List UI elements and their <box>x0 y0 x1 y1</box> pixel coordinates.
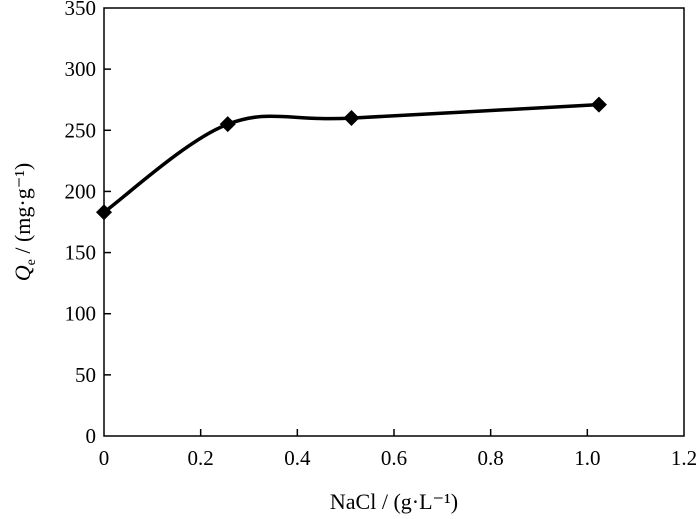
y-tick-label: 50 <box>75 363 96 387</box>
y-tick-label: 0 <box>86 424 97 448</box>
x-tick-label: 1.0 <box>574 446 600 470</box>
y-tick-label: 350 <box>65 0 97 20</box>
x-tick-label: 0.4 <box>284 446 311 470</box>
x-tick-label: 0.6 <box>381 446 407 470</box>
y-tick-label: 250 <box>65 118 97 142</box>
y-tick-label: 300 <box>65 57 97 81</box>
y-tick-label: 200 <box>65 179 97 203</box>
y-axis-subscript: e <box>24 259 39 265</box>
data-point-diamond <box>590 96 607 113</box>
series-layer <box>96 96 607 221</box>
series-line <box>102 102 601 214</box>
y-tick-label: 150 <box>65 241 97 265</box>
y-axis-units: / (mg·g⁻¹) <box>10 163 35 259</box>
y-axis-ticks: 0 50 100 150 200 250 300 350 <box>65 0 111 448</box>
data-point-diamond <box>343 110 360 127</box>
x-tick-label: 1.2 <box>671 446 697 470</box>
y-axis-symbol: Q <box>10 265 35 281</box>
y-axis-title: Qe / (mg·g⁻¹) <box>10 163 39 282</box>
x-tick-label: 0.8 <box>478 446 504 470</box>
data-point-diamond <box>96 204 112 221</box>
x-tick-label: 0 <box>99 446 110 470</box>
data-point-diamond <box>219 116 236 133</box>
y-tick-label: 100 <box>65 302 97 326</box>
plot-frame <box>103 7 685 437</box>
x-tick-label: 0.2 <box>188 446 214 470</box>
x-axis-title: NaCl / (g·L⁻¹) <box>330 489 458 514</box>
x-axis-ticks: 0 0.2 0.4 0.6 0.8 1.0 1.2 <box>99 429 697 470</box>
